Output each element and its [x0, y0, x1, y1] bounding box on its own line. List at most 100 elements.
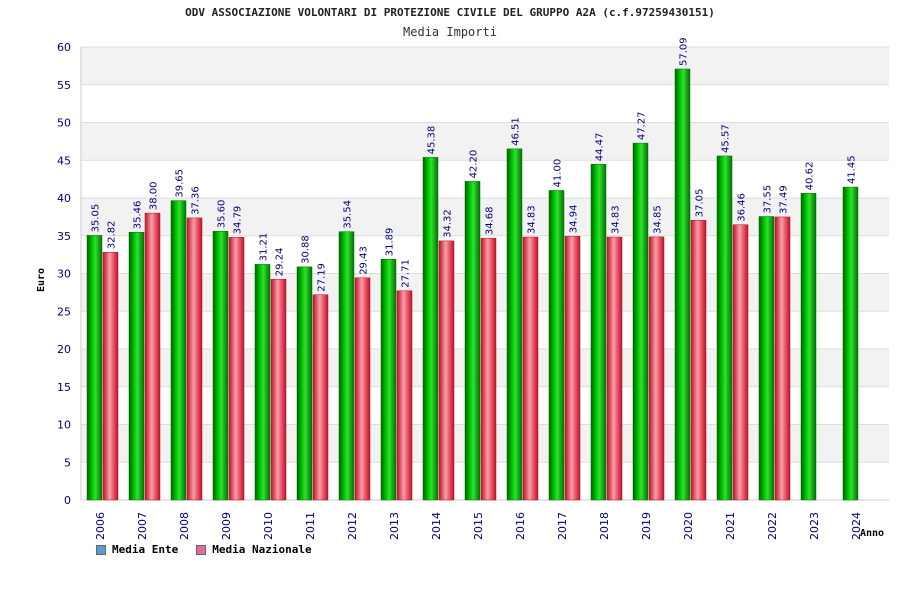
bar-ente-2009 [212, 230, 229, 501]
legend-label-nazionale: Media Nazionale [212, 543, 312, 556]
x-tick-label: 2013 [388, 512, 401, 540]
x-tick-label: 2012 [346, 512, 359, 540]
value-label: 29.24 [275, 248, 286, 277]
bar-ente-2021 [716, 155, 733, 501]
bars [86, 68, 859, 501]
y-tick-labels: 0 5 10 15 20 25 30 35 40 45 50 55 60 [57, 41, 71, 507]
x-tick-labels: 2006 2007 2008 2009 2010 2011 2012 2013 2014 2015… [94, 512, 863, 540]
value-label: 42.20 [469, 150, 480, 179]
legend-label-ente: Media Ente [112, 543, 179, 556]
y-tick-label: 15 [57, 381, 71, 394]
bar-nazionale-2021 [732, 224, 749, 501]
bar-nazionale-2013 [396, 290, 413, 501]
value-label: 37.05 [695, 189, 706, 218]
bar-nazionale-2018 [606, 236, 623, 501]
x-tick-label: 2017 [556, 512, 569, 540]
x-tick-label: 2016 [514, 512, 527, 540]
legend-swatch-nazionale [196, 544, 207, 555]
y-tick-label: 40 [57, 192, 71, 205]
x-tick-label: 2018 [598, 512, 611, 540]
value-label: 37.55 [763, 185, 774, 214]
bar-nazionale-2010 [270, 278, 287, 501]
y-tick-label: 55 [57, 79, 71, 92]
value-label: 34.85 [653, 205, 664, 234]
x-tick-label: 2010 [262, 512, 275, 540]
y-tick-label: 45 [57, 154, 71, 167]
value-label: 35.54 [343, 200, 354, 229]
value-label: 36.46 [737, 193, 748, 222]
value-label: 27.71 [401, 259, 412, 288]
value-label: 37.49 [779, 185, 790, 214]
bar-ente-2024 [842, 186, 859, 501]
bar-nazionale-2012 [354, 277, 371, 501]
value-label: 57.09 [679, 37, 690, 66]
legend-item-nazionale: Media Nazionale [196, 543, 312, 556]
bar-ente-2011 [296, 266, 313, 501]
grid-band [81, 47, 889, 85]
y-tick-label: 5 [64, 456, 71, 469]
value-label: 31.21 [259, 233, 270, 262]
value-label: 46.51 [511, 117, 522, 146]
legend: Media Ente Media Nazionale [96, 543, 312, 556]
y-tick-label: 35 [57, 230, 71, 243]
x-tick-label: 2019 [640, 512, 653, 540]
value-label: 34.83 [527, 205, 538, 234]
value-label: 37.36 [191, 186, 202, 215]
bar-nazionale-2017 [564, 235, 581, 501]
bar-nazionale-2015 [480, 237, 497, 501]
x-tick-label: 2021 [724, 512, 737, 540]
bar-nazionale-2019 [648, 236, 665, 501]
value-label: 27.19 [317, 263, 328, 292]
bar-ente-2015 [464, 181, 481, 501]
grid-band [81, 198, 889, 236]
value-label: 34.94 [569, 205, 580, 234]
x-tick-label: 2015 [472, 512, 485, 540]
value-label: 32.82 [107, 221, 118, 250]
bar-ente-2010 [254, 264, 271, 501]
value-label: 34.83 [611, 205, 622, 234]
value-label: 30.88 [301, 235, 312, 264]
x-tick-label: 2020 [682, 512, 695, 540]
bar-nazionale-2008 [186, 217, 203, 501]
value-label: 35.05 [91, 204, 102, 233]
y-tick-label: 50 [57, 117, 71, 130]
bar-nazionale-2016 [522, 236, 539, 501]
grid-band [81, 160, 889, 198]
y-tick-label: 10 [57, 419, 71, 432]
legend-swatch-ente [96, 544, 106, 555]
chart-subtitle: Media Importi [403, 25, 497, 39]
value-label: 34.68 [485, 207, 496, 236]
x-tick-label: 2022 [766, 512, 779, 540]
bar-nazionale-2022 [774, 216, 791, 501]
bar-ente-2008 [170, 200, 187, 501]
value-label: 38.00 [149, 181, 160, 210]
value-label: 39.65 [175, 169, 186, 198]
grid-band [81, 84, 889, 123]
bar-ente-2023 [800, 193, 817, 501]
value-label: 34.32 [443, 209, 454, 238]
bar-ente-2022 [758, 216, 775, 501]
bar-nazionale-2014 [438, 240, 455, 501]
x-tick-label: 2014 [430, 512, 443, 540]
x-tick-label: 2011 [304, 512, 317, 540]
bar-ente-2017 [548, 190, 565, 501]
y-tick-label: 60 [57, 41, 71, 54]
value-label: 47.27 [637, 111, 648, 140]
value-label: 34.79 [233, 206, 244, 235]
value-label: 41.00 [553, 159, 564, 188]
x-axis-label: Anno [860, 528, 885, 539]
value-label: 35.46 [133, 201, 144, 230]
bar-ente-2012 [338, 231, 355, 501]
bar-ente-2013 [380, 258, 397, 501]
bar-ente-2016 [506, 148, 523, 501]
x-tick-label: 2023 [808, 512, 821, 540]
bar-nazionale-2009 [228, 237, 245, 501]
y-axis-label: Euro [36, 267, 47, 292]
bar-ente-2018 [590, 164, 607, 501]
value-labels: 35.05 32.82 35.46 38.00 39.65 37.36 35.60 34.79… [91, 37, 858, 291]
legend-item-ente: Media Ente [96, 543, 178, 556]
value-label: 44.47 [595, 133, 606, 162]
grid-band [81, 122, 889, 161]
x-tick-label: 2007 [136, 512, 149, 540]
